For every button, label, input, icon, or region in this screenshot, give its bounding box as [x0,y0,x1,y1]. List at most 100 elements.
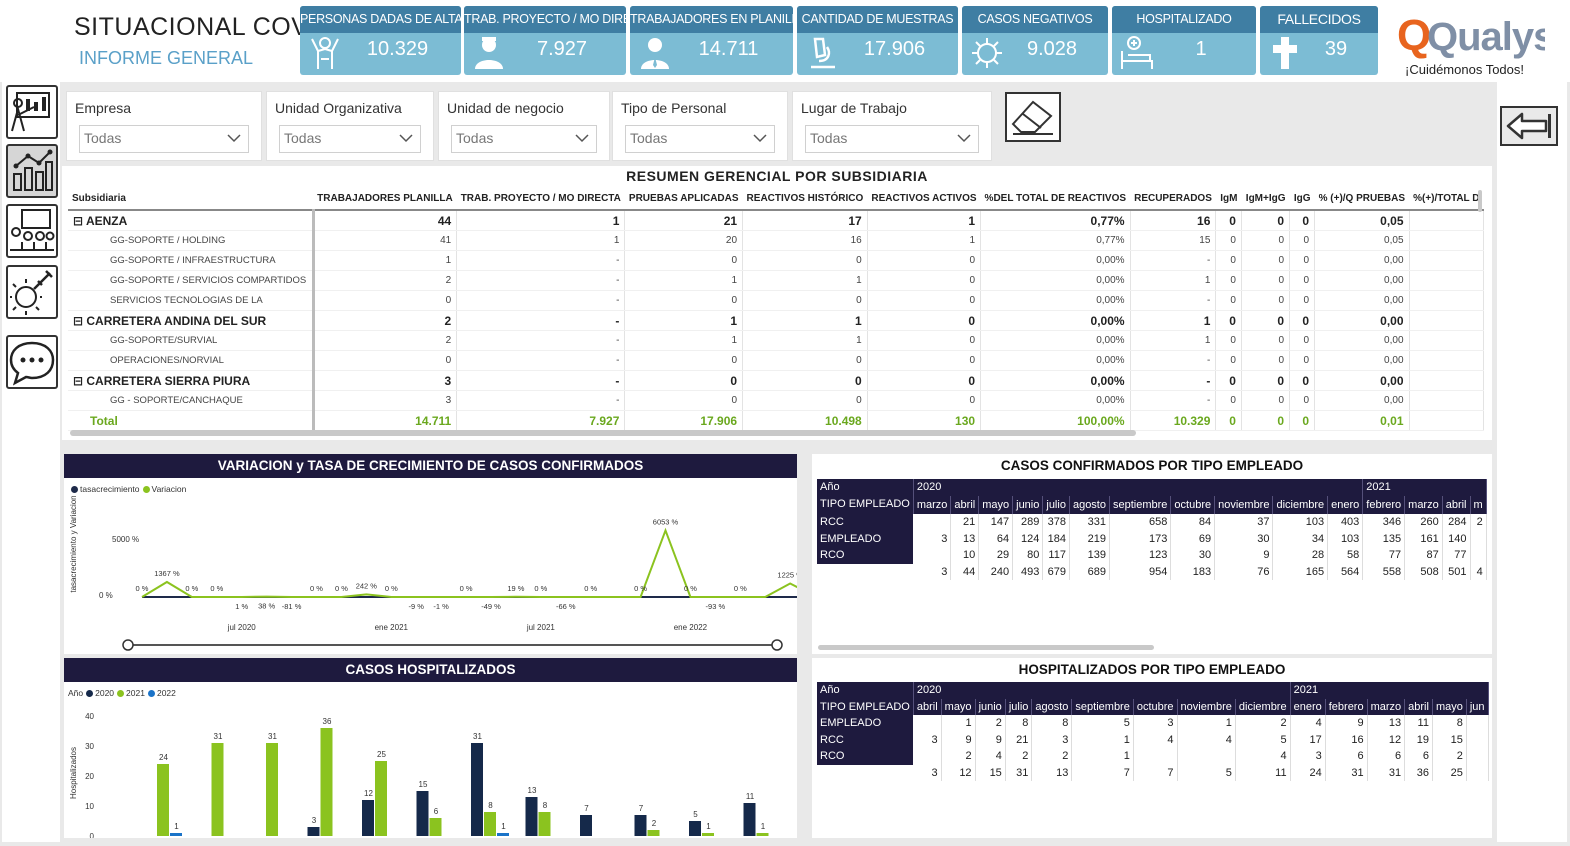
month-header[interactable]: febrero [1325,698,1368,715]
year-label: Año [817,479,914,496]
filter-dropdown[interactable]: Todas [805,125,979,153]
range-slider-handle-end[interactable] [771,639,783,651]
month-header[interactable]: noviembre [1214,495,1274,514]
matrix-row: RCO 10 29 80 117 139 123 30 9 28 58 77 87 77 [817,547,1487,564]
month-header[interactable]: septiembre [1071,698,1134,715]
bar-2021 [484,812,496,836]
month-header[interactable]: enero [1327,495,1364,514]
nav-meeting-button[interactable] [6,204,58,258]
filter-dropdown[interactable]: Todas [279,125,421,153]
nav-vaccine-button[interactable] [6,265,58,319]
table-cell: 16 [1130,210,1217,231]
filter-label: Tipo de Personal [621,100,727,116]
year-header[interactable]: 2021 [1362,479,1487,496]
range-slider-handle-start[interactable] [122,639,134,651]
month-header[interactable]: agosto [1069,495,1110,514]
column-header[interactable]: %DEL TOTAL DE REACTIVOS [980,188,1131,211]
vertical-scrollbar[interactable] [1478,190,1482,212]
matrix-cell: 34 [1272,530,1329,547]
column-header[interactable]: IgM+IgG [1241,188,1290,211]
data-label: 1367 % [154,569,180,578]
month-header[interactable]: diciembre [1272,495,1329,514]
month-header[interactable]: abril [913,698,942,715]
month-header[interactable]: febrero [1362,495,1406,514]
matrix-cell: 21 [950,514,980,531]
filter-dropdown[interactable]: Todas [625,125,775,153]
table-cell: 0 [1215,270,1242,291]
column-header[interactable]: IgM [1215,188,1242,211]
month-header[interactable]: marzo [1367,698,1406,715]
month-header[interactable]: abril [1404,698,1433,715]
confirmados-scrollbar[interactable] [818,645,1154,650]
month-header[interactable]: septiembre [1109,495,1172,514]
row-label[interactable]: ⊟ CARRETERA SIERRA PIURA [68,370,315,391]
horizontal-scrollbar[interactable] [70,430,1136,436]
month-header[interactable]: m [1470,495,1487,514]
month-header[interactable]: julio [1042,495,1070,514]
month-header[interactable]: octubre [1170,495,1216,514]
column-header[interactable]: REACTIVOS ACTIVOS [867,188,981,211]
month-header[interactable]: marzo [1404,495,1443,514]
back-button[interactable] [1500,106,1558,146]
matrix-cell [1466,748,1489,765]
month-header[interactable]: jun [1466,698,1489,715]
hospital-bed-icon [1121,36,1153,69]
month-header[interactable]: octubre [1133,698,1178,715]
table-cell: 0 [1215,250,1242,271]
month-header[interactable]: noviembre [1177,698,1236,715]
row-label[interactable]: ⊟ CARRETERA ANDINA DEL SUR [68,310,315,331]
nav-presentation-button[interactable] [6,85,58,139]
table-cell: 1 [624,330,744,351]
month-header[interactable]: enero [1290,698,1326,715]
column-header[interactable]: %(+)/TOTAL D [1409,188,1484,211]
month-header[interactable]: marzo [913,495,952,514]
nav-stats-button[interactable] [6,144,58,198]
year-header[interactable]: 2021 [1290,682,1489,699]
matrix-cell: 1 [1177,715,1236,732]
month-header[interactable]: junio [975,698,1006,715]
nav-chat-button[interactable] [6,335,58,389]
table-cell: 1 [742,330,868,351]
filter-dropdown[interactable]: Todas [451,125,597,153]
year-header[interactable]: 2020 [913,479,1364,496]
column-header[interactable]: % (+)/Q PRUEBAS [1314,188,1410,211]
row-label[interactable]: ⊟ AENZA [68,210,315,231]
month-header[interactable]: abril [1442,495,1471,514]
table-cell: 0 [1289,210,1316,231]
hospitalizados-legend: Año 2020 2021 2022 [68,688,176,698]
bar-2021 [211,743,224,836]
matrix-cell: 11 [1404,715,1433,732]
chevron-down-icon [575,134,589,143]
legend-variacion: Variacion [151,484,187,494]
bar-2020 [416,791,429,836]
matrix-cell: 508 [1404,563,1443,580]
month-header[interactable]: julio [1005,698,1033,715]
filter-value: Todas [630,130,668,146]
column-header[interactable]: Subsidiaria [68,188,314,211]
kpi-card-5: CASOS NEGATIVOS 9.028 [962,6,1108,75]
month-header[interactable]: mayo [941,698,976,715]
data-label: 8 [488,801,493,810]
month-header[interactable]: mayo [978,495,1014,514]
column-header[interactable]: PRUEBAS APLICADAS [624,188,743,211]
month-header[interactable]: junio [1012,495,1044,514]
table-cell: 0 [624,250,744,271]
column-header[interactable]: RECUPERADOS [1130,188,1216,211]
month-header[interactable]: abril [950,495,980,514]
year-header[interactable]: 2020 [913,682,1291,699]
month-header[interactable]: diciembre [1235,698,1291,715]
clear-filters-button[interactable] [1005,92,1061,142]
column-header[interactable]: IgG [1289,188,1315,211]
filter-dropdown[interactable]: Todas [79,125,249,153]
month-header[interactable]: mayo [1432,698,1467,715]
table-cell: 0,00 [1314,250,1410,271]
column-header[interactable]: REACTIVOS HISTÓRICO [742,188,868,211]
y-axis-label: Hospitalizados [69,747,78,799]
table-cell: - [456,390,626,411]
month-header[interactable]: agosto [1031,698,1073,715]
column-header[interactable]: TRABAJADORES PLANILLA [313,188,457,211]
table-cell: 0,00 [1314,290,1410,311]
table-cell: - [456,350,626,371]
matrix-cell: 564 [1327,563,1364,580]
column-header[interactable]: TRAB. PROYECTO / MO DIRECTA [456,188,625,211]
